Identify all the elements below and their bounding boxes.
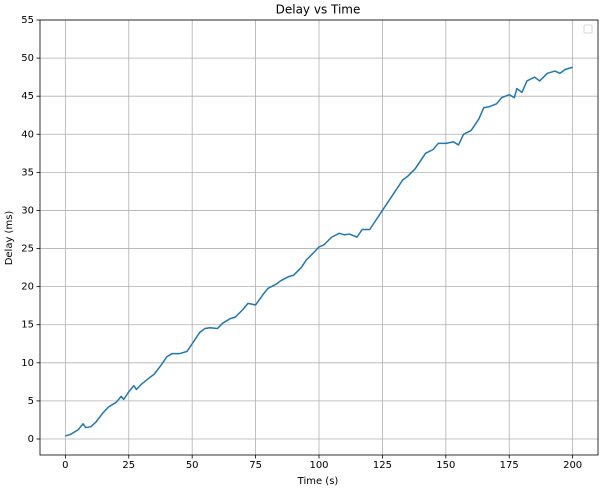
x-tick-label: 150 — [436, 460, 455, 471]
x-tick-label: 200 — [563, 460, 582, 471]
chart-title: Delay vs Time — [276, 3, 361, 17]
y-tick-label: 35 — [21, 167, 34, 178]
y-tick-label: 15 — [21, 320, 34, 331]
data-line — [65, 66, 573, 437]
y-tick-label: 50 — [21, 53, 34, 64]
x-tick-label: 125 — [373, 460, 392, 471]
x-tick-label: 25 — [122, 460, 135, 471]
y-tick-label: 20 — [21, 282, 34, 293]
y-tick-label: 0 — [28, 434, 34, 445]
y-tick-label: 45 — [21, 91, 34, 102]
x-axis-label: Time (s) — [297, 476, 339, 487]
y-tick-label: 40 — [21, 129, 34, 140]
x-tick-label: 75 — [249, 460, 262, 471]
y-tick-label: 30 — [21, 205, 34, 216]
x-tick-label: 100 — [309, 460, 328, 471]
y-tick-label: 55 — [21, 15, 34, 26]
y-tick-label: 25 — [21, 244, 34, 255]
y-tick-label: 5 — [28, 396, 34, 407]
x-tick-label: 50 — [186, 460, 199, 471]
x-tick-label: 0 — [62, 460, 68, 471]
legend-box — [583, 24, 593, 34]
plot-frame — [39, 19, 599, 456]
y-tick-label: 10 — [21, 358, 34, 369]
x-tick-label: 175 — [500, 460, 519, 471]
y-axis-label: Delay (ms) — [4, 211, 15, 266]
